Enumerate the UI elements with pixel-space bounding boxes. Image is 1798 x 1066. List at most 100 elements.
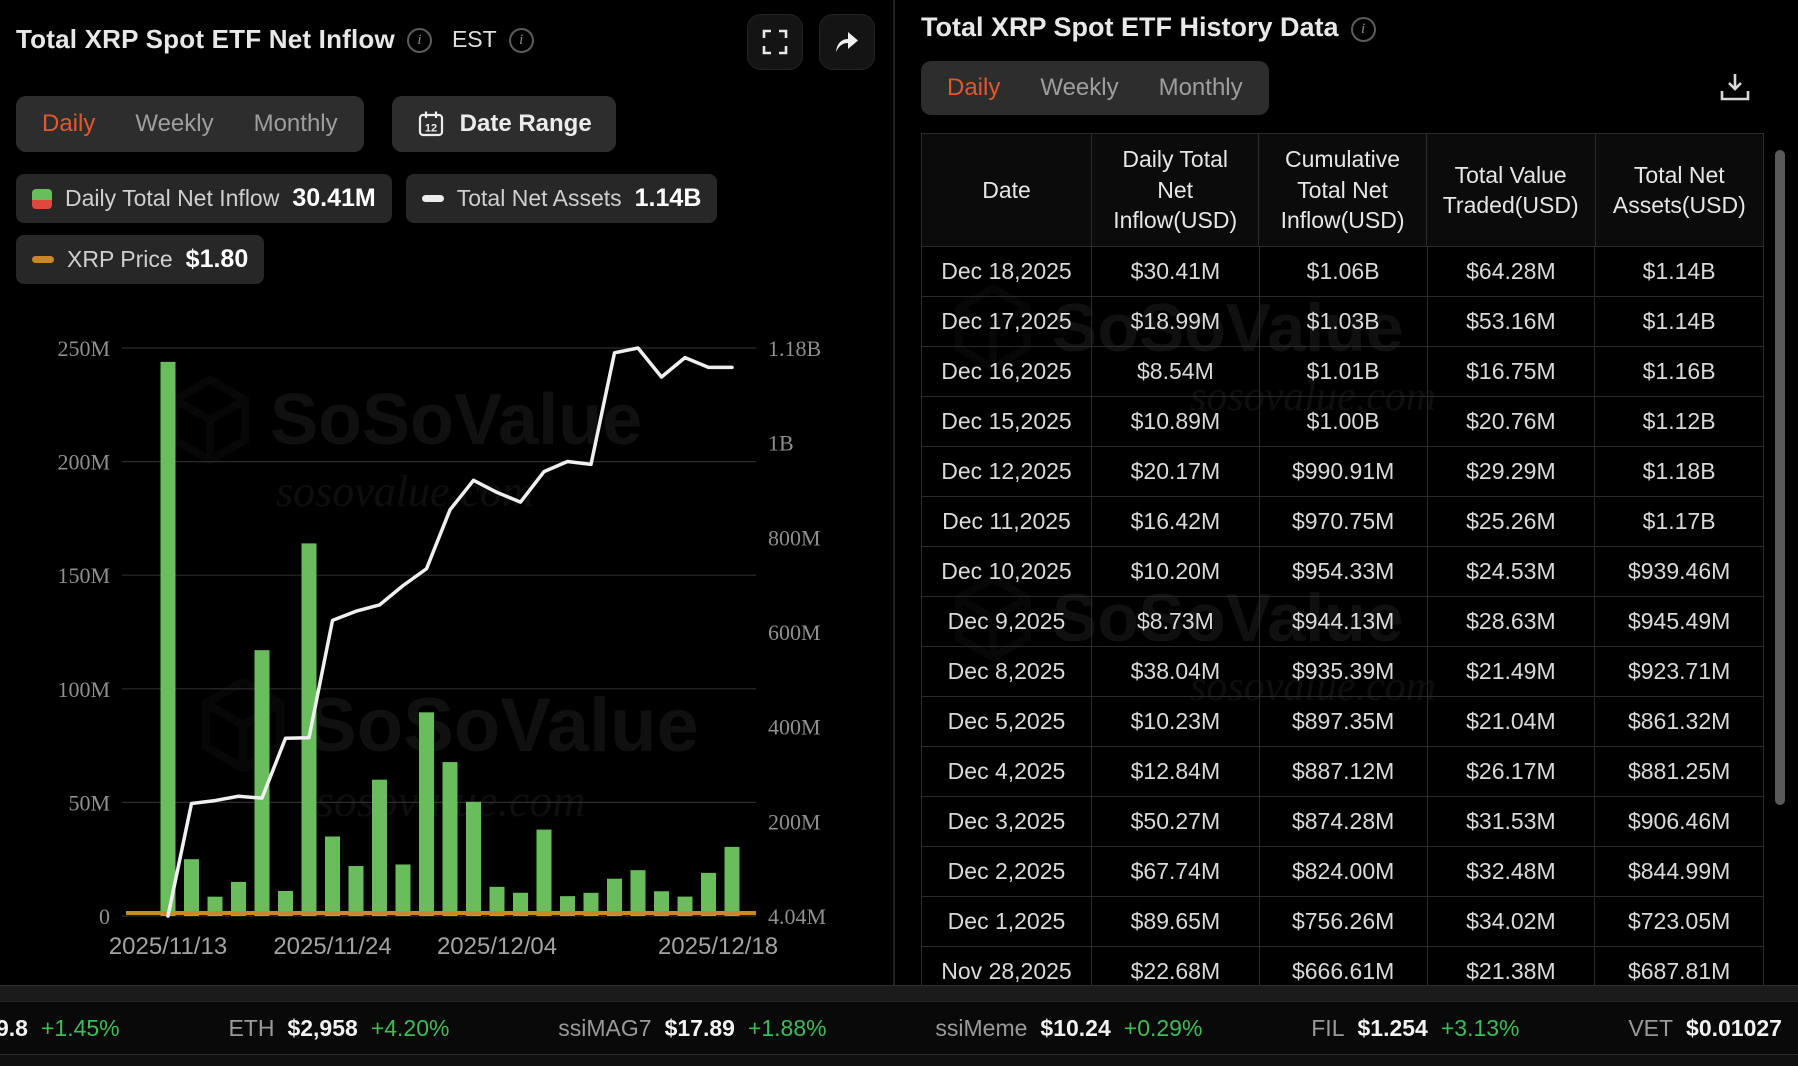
ticker-price: $10.24: [1040, 1014, 1111, 1041]
history-tab-monthly[interactable]: Monthly: [1158, 74, 1243, 101]
table-cell: $25.26M: [1427, 497, 1596, 547]
table-header-cell: Date: [922, 134, 1092, 247]
svg-text:2025/11/24: 2025/11/24: [273, 933, 391, 960]
table-cell: $666.61M: [1260, 947, 1428, 985]
table-cell: $1.03B: [1259, 297, 1428, 347]
table-row: Dec 11,2025 $16.42M $970.75M $25.26M $1.17B: [922, 497, 1763, 547]
table-cell: $944.13M: [1259, 597, 1428, 647]
table-cell: $10.23M: [1092, 697, 1260, 747]
svg-text:1.18B: 1.18B: [768, 336, 821, 361]
table-cell: $1.00B: [1259, 397, 1428, 447]
ticker-price: 9.8: [0, 1014, 28, 1041]
ticker-item-FIL[interactable]: FIL $1.254 +3.13%: [1311, 1015, 1519, 1042]
history-tab-daily[interactable]: Daily: [947, 74, 1001, 101]
table-cell: $874.28M: [1259, 797, 1428, 847]
timezone-label: EST: [451, 26, 497, 52]
inflow-outflow-swatch-icon: [32, 188, 52, 209]
tab-daily[interactable]: Daily: [42, 110, 96, 137]
info-icon[interactable]: i: [508, 28, 534, 53]
table-cell: $16.42M: [1092, 497, 1260, 547]
table-cell: $32.48M: [1427, 847, 1596, 897]
ticker-price: $17.89: [664, 1014, 735, 1041]
table-cell: $26.17M: [1427, 747, 1596, 797]
tab-monthly[interactable]: Monthly: [253, 110, 338, 137]
net-inflow-panel: Total XRP Spot ETF Net Inflow i EST i: [0, 0, 895, 985]
ticker-item-ssiMAG7[interactable]: ssiMAG7 $17.89 +1.88%: [558, 1015, 826, 1042]
table-scrollbar[interactable]: [1775, 150, 1785, 805]
chart-legend-row2: XRP Price $1.80: [16, 235, 893, 284]
ticker-item-VET[interactable]: VET $0.01027: [1628, 1015, 1782, 1042]
ticker-item-ssiMeme[interactable]: ssiMeme $10.24 +0.29%: [935, 1015, 1202, 1042]
table-cell: $29.29M: [1427, 447, 1596, 497]
table-cell-date: Dec 16,2025: [922, 347, 1092, 397]
ticker-symbol: VET: [1628, 1014, 1674, 1041]
legend-value: 30.41M: [292, 184, 376, 212]
inflow-chart[interactable]: 250M 200M 150M 100M 50M 0 1.18B 1B 800M 600M 400M 2…: [16, 288, 892, 985]
table-cell: $844.99M: [1595, 847, 1763, 897]
table-cell: $21.38M: [1428, 947, 1596, 985]
legend-label: Daily Total Net Inflow: [65, 185, 280, 211]
ticker-change: +1.88%: [747, 1014, 827, 1041]
calendar-icon: 12: [418, 111, 443, 137]
table-cell-date: Dec 5,2025: [922, 697, 1092, 747]
legend-total-net-assets[interactable]: Total Net Assets 1.14B: [405, 174, 718, 223]
table-row: Dec 2,2025 $67.74M $824.00M $32.48M $844.99M: [922, 847, 1763, 897]
table-cell-date: Dec 1,2025: [922, 897, 1092, 947]
table-cell: $897.35M: [1259, 697, 1428, 747]
svg-text:400M: 400M: [768, 715, 821, 740]
history-interval-tabs: Daily Weekly Monthly: [921, 61, 1269, 115]
ticker-price: $1.254: [1357, 1014, 1428, 1041]
legend-label: Total Net Assets: [456, 185, 622, 211]
table-row: Dec 12,2025 $20.17M $990.91M $29.29M $1.18B: [922, 447, 1763, 497]
table-row: Nov 28,2025 $22.68M $666.61M $21.38M $687.81…: [922, 947, 1763, 985]
interval-tabs: Daily Weekly Monthly: [16, 96, 364, 152]
table-cell: $824.00M: [1259, 847, 1428, 897]
table-cell: $1.14B: [1595, 247, 1763, 297]
svg-text:200M: 200M: [768, 809, 821, 834]
svg-text:150M: 150M: [57, 563, 110, 588]
table-cell: $34.02M: [1427, 897, 1596, 947]
svg-text:4.04M: 4.04M: [768, 904, 826, 929]
info-icon[interactable]: i: [406, 28, 432, 53]
legend-daily-net-inflow[interactable]: Daily Total Net Inflow 30.41M: [16, 174, 392, 223]
page-title: Total XRP Spot ETF Net Inflow: [16, 24, 395, 54]
table-cell: $8.54M: [1092, 347, 1260, 397]
table-cell: $1.12B: [1595, 397, 1763, 447]
chart-legend: Daily Total Net Inflow 30.41M Total Net …: [16, 174, 893, 223]
info-icon[interactable]: i: [1350, 17, 1376, 42]
table-cell: $887.12M: [1259, 747, 1428, 797]
legend-xrp-price[interactable]: XRP Price $1.80: [16, 235, 265, 284]
ticker-item[interactable]: 9.8 +1.45%: [0, 1015, 120, 1042]
table-row: Dec 15,2025 $10.89M $1.00B $20.76M $1.12B: [922, 397, 1763, 447]
date-range-button[interactable]: 12 Date Range: [391, 96, 616, 152]
share-button[interactable]: [819, 14, 875, 70]
table-cell: $10.20M: [1092, 547, 1260, 597]
table-cell: $756.26M: [1259, 897, 1428, 947]
table-cell: $687.81M: [1595, 947, 1763, 985]
table-cell: $1.14B: [1595, 297, 1763, 347]
ticker-symbol: ssiMeme: [935, 1014, 1028, 1041]
fullscreen-button[interactable]: [747, 14, 803, 70]
svg-text:100M: 100M: [57, 677, 110, 702]
table-cell: $12.84M: [1092, 747, 1260, 797]
svg-text:200M: 200M: [57, 450, 110, 475]
table-cell: $50.27M: [1092, 797, 1260, 847]
table-cell-date: Dec 17,2025: [922, 297, 1092, 347]
history-tab-weekly[interactable]: Weekly: [1040, 74, 1119, 101]
table-cell-date: Dec 18,2025: [922, 247, 1092, 297]
tab-weekly[interactable]: Weekly: [135, 110, 214, 137]
white-dash-swatch-icon: [421, 195, 444, 202]
ticker-change: +0.29%: [1123, 1014, 1203, 1041]
table-cell: $861.32M: [1595, 697, 1763, 747]
table-cell: $30.41M: [1092, 247, 1260, 297]
bottom-edge-strip: [0, 1054, 1798, 1066]
table-header-cell: Cumulative Total Net Inflow(USD): [1259, 134, 1427, 247]
table-cell: $935.39M: [1259, 647, 1428, 697]
table-row: Dec 5,2025 $10.23M $897.35M $21.04M $861.32M: [922, 697, 1763, 747]
download-button[interactable]: [1718, 71, 1752, 106]
table-cell: $21.49M: [1427, 647, 1596, 697]
svg-text:50M: 50M: [68, 790, 110, 815]
ticker-item-ETH[interactable]: ETH $2,958 +4.20%: [228, 1015, 449, 1042]
legend-value: 1.14B: [634, 184, 702, 212]
table-cell: $20.17M: [1092, 447, 1260, 497]
